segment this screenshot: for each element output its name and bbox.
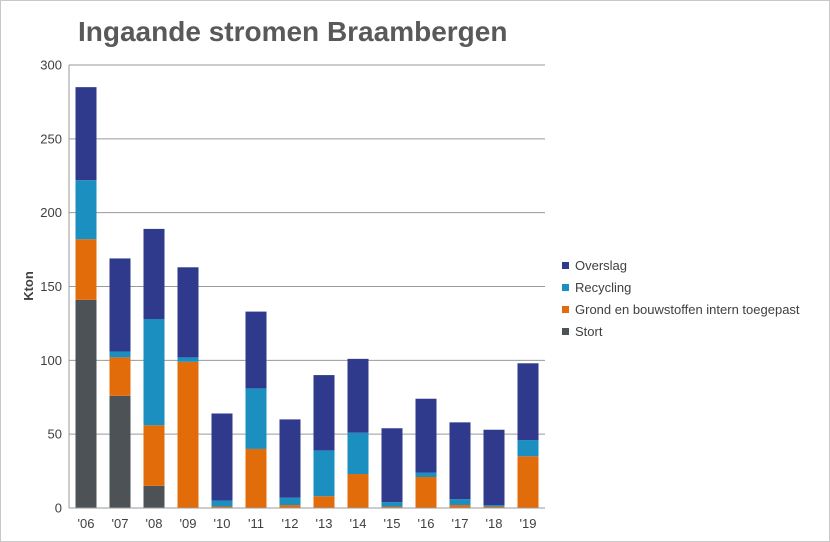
bar-segment-overslag xyxy=(75,87,97,181)
bar-segment-recycling xyxy=(449,499,471,506)
x-tick-label: '13 xyxy=(316,516,333,531)
bar-segment-overslag xyxy=(449,422,471,500)
y-tick-label: 100 xyxy=(40,353,62,368)
bar-segment-grond xyxy=(109,357,131,396)
bar-segment-grond xyxy=(381,506,403,508)
bar-segment-grond xyxy=(75,239,97,300)
x-tick-labels: '06 '07 '08 '09 '10 '11 '12 '13 '14 '15 '16 '17 '18 '… xyxy=(78,516,537,531)
bar-segment-overslag xyxy=(109,258,131,352)
bar-segment-recycling xyxy=(517,440,539,457)
legend-swatch xyxy=(562,261,569,269)
legend-label: Recycling xyxy=(575,279,632,295)
x-tick-label: '06 xyxy=(78,516,95,531)
bar-segment-recycling xyxy=(75,180,97,240)
bar-segment-grond xyxy=(517,456,539,508)
bar-segment-overslag xyxy=(177,267,199,358)
bar-segment-recycling xyxy=(381,502,403,507)
bar-segment-recycling xyxy=(313,450,335,497)
axes xyxy=(68,65,545,509)
bar-segment-grond xyxy=(313,496,335,508)
y-axis-title: Kton xyxy=(21,271,36,301)
bar-segment-overslag xyxy=(483,429,505,506)
bar-segment-grond xyxy=(143,425,165,486)
bar-segment-recycling xyxy=(245,388,267,449)
bar-segment-recycling xyxy=(143,318,165,426)
y-tick-label: 150 xyxy=(40,279,62,294)
x-tick-label: '07 xyxy=(112,516,129,531)
x-tick-label: '12 xyxy=(282,516,299,531)
bar-segment-recycling xyxy=(177,357,199,362)
x-tick-label: '18 xyxy=(486,516,503,531)
chart-title: Ingaande stromen Braambergen xyxy=(78,16,508,47)
legend: Overslag Recycling Grond en bouwstoffen in… xyxy=(562,254,800,342)
legend-label: Overslag xyxy=(575,257,628,273)
x-tick-label: '19 xyxy=(520,516,537,531)
bar-segment-overslag xyxy=(143,228,165,319)
x-tick-label: '17 xyxy=(452,516,469,531)
bar-segment-grond xyxy=(415,476,437,508)
legend-item: Grond en bouwstoffen intern toegepast xyxy=(562,298,800,320)
legend-swatch xyxy=(562,283,569,291)
gridlines xyxy=(69,64,545,435)
bar-segment-recycling xyxy=(347,432,369,475)
bar-segment-grond xyxy=(279,505,301,508)
bar-segment-stort xyxy=(109,395,131,508)
bar-segment-overslag xyxy=(313,375,335,451)
bar-segment-grond xyxy=(245,448,267,508)
bar-segment-recycling xyxy=(109,351,131,358)
legend-item: Overslag xyxy=(562,254,800,276)
bar-segment-overslag xyxy=(415,398,437,473)
legend-item: Recycling xyxy=(562,276,800,298)
x-tick-label: '08 xyxy=(146,516,163,531)
bars xyxy=(75,87,539,508)
bar-segment-overslag xyxy=(245,311,267,389)
bar-segment-recycling xyxy=(211,500,233,507)
x-tick-label: '09 xyxy=(180,516,197,531)
bar-segment-recycling xyxy=(279,497,301,506)
x-tick-label: '10 xyxy=(214,516,231,531)
x-tick-label: '11 xyxy=(248,516,264,531)
bar-segment-overslag xyxy=(517,363,539,441)
bar-segment-recycling xyxy=(483,505,505,507)
y-tick-label: 200 xyxy=(40,205,62,220)
x-tick-label: '16 xyxy=(418,516,435,531)
x-tick-label: '15 xyxy=(384,516,401,531)
bar-segment-grond xyxy=(177,361,199,508)
bar-segment-overslag xyxy=(347,358,369,433)
y-tick-labels: 0 50 100 150 200 250 300 xyxy=(40,58,62,516)
bar-segment-stort xyxy=(143,485,165,508)
legend-item: Stort xyxy=(562,320,800,342)
bar-segment-grond xyxy=(449,505,471,508)
legend-label: Stort xyxy=(575,323,603,339)
y-tick-label: 50 xyxy=(48,427,62,442)
bar-segment-recycling xyxy=(415,472,437,477)
x-tick-label: '14 xyxy=(350,516,367,531)
bar-segment-grond xyxy=(483,506,505,508)
bar-segment-stort xyxy=(75,299,97,508)
bar-segment-grond xyxy=(347,474,369,508)
bar-segment-grond xyxy=(211,506,233,508)
legend-swatch xyxy=(562,305,569,313)
y-tick-label: 300 xyxy=(40,58,62,73)
legend-swatch xyxy=(562,327,569,335)
bar-segment-overslag xyxy=(381,428,403,503)
y-tick-label: 250 xyxy=(40,131,62,146)
legend-label: Grond en bouwstoffen intern toegepast xyxy=(575,301,800,317)
bar-segment-overslag xyxy=(211,413,233,501)
y-tick-label: 0 xyxy=(55,501,62,516)
bar-segment-overslag xyxy=(279,419,301,498)
